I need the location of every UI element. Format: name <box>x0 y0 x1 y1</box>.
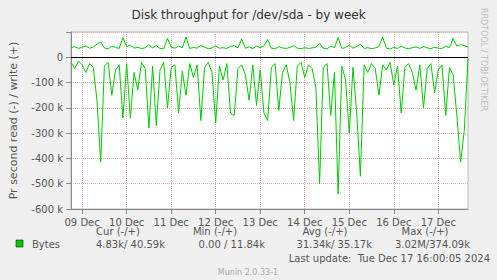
svg-text:16 Dec: 16 Dec <box>376 217 411 228</box>
svg-text:09 Dec: 09 Dec <box>64 217 99 228</box>
svg-text:17 Dec: 17 Dec <box>421 217 456 228</box>
svg-text:31.34k/ 35.17k: 31.34k/ 35.17k <box>297 239 373 250</box>
svg-text:Bytes: Bytes <box>32 239 60 250</box>
svg-text:Disk throughput for /dev/sda -: Disk throughput for /dev/sda - by week <box>131 8 365 22</box>
svg-text:Cur (-/+): Cur (-/+) <box>96 225 140 237</box>
svg-text:4.83k/ 40.59k: 4.83k/ 40.59k <box>96 239 165 250</box>
svg-text:15 Dec: 15 Dec <box>332 217 367 228</box>
svg-text:0: 0 <box>57 52 63 63</box>
svg-text:-100 k: -100 k <box>31 77 63 88</box>
svg-text:Avg (-/+): Avg (-/+) <box>302 225 348 237</box>
svg-text:Max (-/+): Max (-/+) <box>401 225 449 237</box>
svg-text:Pr second read (-) / write (+): Pr second read (-) / write (+) <box>7 42 20 200</box>
svg-text:-500 k: -500 k <box>31 178 63 189</box>
svg-text:14 Dec: 14 Dec <box>287 217 322 228</box>
svg-text:-600 k: -600 k <box>31 204 63 215</box>
svg-text:RRDTOOL / TOBI OETIKER: RRDTOOL / TOBI OETIKER <box>479 8 488 111</box>
svg-text:0.00 / 11.84k: 0.00 / 11.84k <box>199 239 266 250</box>
svg-text:-300 k: -300 k <box>31 128 63 139</box>
svg-text:Munin 2.0.33-1: Munin 2.0.33-1 <box>218 268 278 277</box>
svg-text:-200 k: -200 k <box>31 102 63 113</box>
svg-text:13 Dec: 13 Dec <box>243 217 278 228</box>
svg-text:11 Dec: 11 Dec <box>154 217 189 228</box>
svg-text:3.02M/374.09k: 3.02M/374.09k <box>395 239 470 250</box>
svg-text:12 Dec: 12 Dec <box>198 217 233 228</box>
svg-text:10 Dec: 10 Dec <box>109 217 144 228</box>
svg-text:-400 k: -400 k <box>31 153 63 164</box>
svg-text:Last update: Tue Dec 17 16:00: Last update: Tue Dec 17 16:00:05 2024 <box>289 253 490 264</box>
svg-text:Min (-/+): Min (-/+) <box>193 225 237 237</box>
